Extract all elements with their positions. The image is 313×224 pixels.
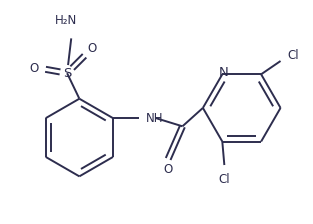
Text: Cl: Cl (218, 173, 230, 186)
Text: O: O (163, 163, 173, 176)
Text: O: O (87, 42, 96, 55)
Text: H₂N: H₂N (55, 13, 77, 27)
Text: Cl: Cl (288, 50, 299, 62)
Text: O: O (30, 62, 39, 75)
Text: NH: NH (146, 112, 163, 125)
Text: S: S (63, 67, 71, 80)
Text: N: N (218, 66, 228, 79)
